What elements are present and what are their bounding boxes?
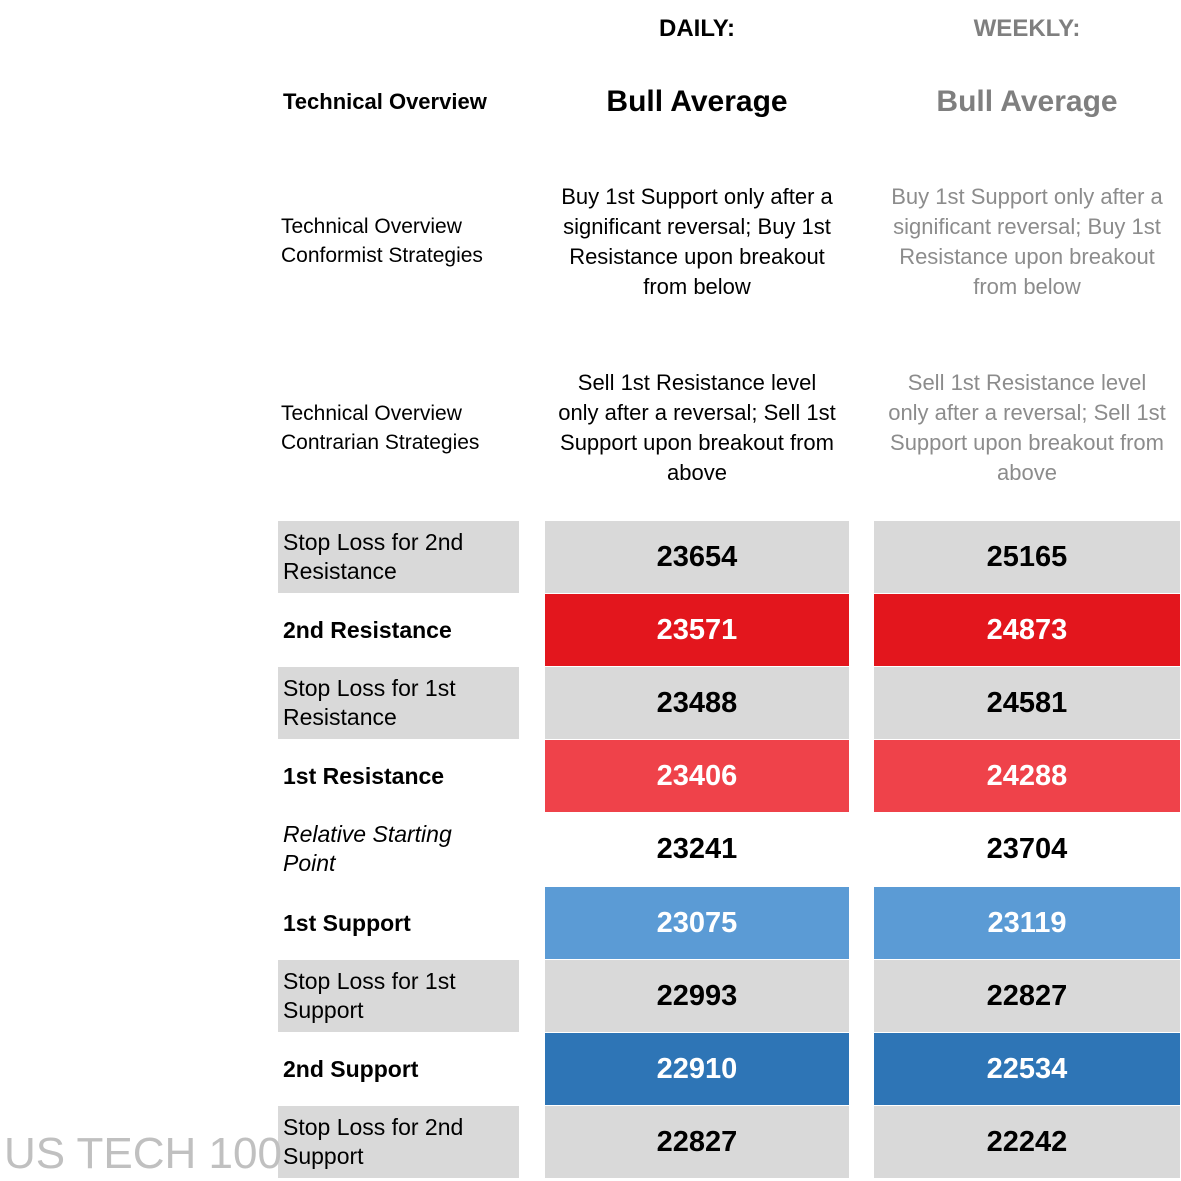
row-label-line: Point — [283, 850, 336, 876]
row-label-stop-loss-1st-support: Stop Loss for 1st Support — [278, 960, 519, 1032]
row-label-1st-resistance: 1st Resistance — [283, 762, 445, 789]
contrarian-label-line-1: Technical Overview — [281, 402, 462, 425]
strategy-line: Buy 1st Support only after a — [891, 184, 1163, 209]
row-label-relative-starting-point: Relative Starting Point — [278, 813, 519, 885]
row-label-1st-support: 1st Support — [283, 909, 411, 936]
strategy-line: above — [667, 460, 727, 485]
contrarian-label: Technical Overview Contrarian Strategies — [278, 399, 519, 457]
strategy-line: Resistance upon breakout — [569, 244, 825, 269]
weekly-stop-loss-2nd-support: 22242 — [874, 1106, 1180, 1178]
strategy-line: only after a reversal; Sell 1st — [888, 400, 1166, 425]
row-label-2nd-resistance: 2nd Resistance — [283, 616, 452, 643]
row-label-line: Resistance — [283, 558, 397, 584]
daily-stop-loss-2nd-support: 22827 — [545, 1106, 849, 1178]
row-label-line: Relative Starting — [283, 821, 452, 847]
weekly-1st-resistance: 24288 — [874, 740, 1180, 812]
contrarian-label-line-2: Contrarian Strategies — [281, 431, 480, 454]
daily-1st-support: 23075 — [545, 887, 849, 959]
weekly-contrarian-strategy: Sell 1st Resistance level only after a r… — [874, 368, 1180, 488]
weekly-1st-support: 23119 — [874, 887, 1180, 959]
weekly-header: WEEKLY: — [973, 15, 1081, 42]
row-label-stop-loss-1st-resistance: Stop Loss for 1st Resistance — [278, 667, 519, 739]
row-label-line: Stop Loss for 2nd — [283, 529, 464, 555]
weekly-2nd-support: 22534 — [874, 1033, 1180, 1105]
row-label-line: Stop Loss for 1st — [283, 968, 456, 994]
daily-contrarian-strategy: Sell 1st Resistance level only after a r… — [545, 368, 849, 488]
daily-2nd-support: 22910 — [545, 1033, 849, 1105]
daily-stop-loss-1st-support: 22993 — [545, 960, 849, 1032]
weekly-relative-starting-point: 23704 — [986, 832, 1068, 865]
conformist-label-line-2: Conformist Strategies — [281, 244, 483, 267]
conformist-label: Technical Overview Conformist Strategies — [278, 212, 519, 270]
strategy-line: Support upon breakout from — [560, 430, 834, 455]
daily-1st-resistance: 23406 — [545, 740, 849, 812]
row-label-line: Support — [283, 1143, 364, 1169]
technical-overview-label: Technical Overview — [283, 89, 487, 114]
row-label-stop-loss-2nd-resistance: Stop Loss for 2nd Resistance — [278, 521, 519, 593]
strategy-line: from below — [973, 274, 1081, 299]
weekly-bias: Bull Average — [936, 85, 1118, 118]
weekly-2nd-resistance: 24873 — [874, 594, 1180, 666]
instrument-watermark: US TECH 100 — [4, 1129, 282, 1178]
weekly-stop-loss-1st-resistance: 24581 — [874, 667, 1180, 739]
daily-header: DAILY: — [658, 15, 735, 42]
row-label-line: Stop Loss for 2nd — [283, 1114, 464, 1140]
strategy-line: significant reversal; Buy 1st — [893, 214, 1161, 239]
row-label-line: Support — [283, 997, 364, 1023]
daily-conformist-strategy: Buy 1st Support only after a significant… — [545, 182, 849, 302]
strategy-line: Support upon breakout from — [890, 430, 1164, 455]
strategy-line: Buy 1st Support only after a — [561, 184, 833, 209]
weekly-conformist-strategy: Buy 1st Support only after a significant… — [874, 182, 1180, 302]
strategy-line: Resistance upon breakout — [899, 244, 1155, 269]
strategy-line: only after a reversal; Sell 1st — [558, 400, 836, 425]
weekly-stop-loss-2nd-resistance: 25165 — [874, 521, 1180, 593]
strategy-line: Sell 1st Resistance level — [577, 370, 817, 395]
daily-2nd-resistance: 23571 — [545, 594, 849, 666]
row-label-stop-loss-2nd-support: Stop Loss for 2nd Support — [278, 1106, 519, 1178]
row-label-line: Stop Loss for 1st — [283, 675, 456, 701]
strategy-line: from below — [643, 274, 751, 299]
row-label-2nd-support: 2nd Support — [283, 1055, 419, 1082]
daily-bias: Bull Average — [606, 85, 788, 118]
daily-relative-starting-point: 23241 — [656, 832, 738, 865]
daily-stop-loss-2nd-resistance: 23654 — [545, 521, 849, 593]
row-label-line: Resistance — [283, 704, 397, 730]
conformist-label-line-1: Technical Overview — [281, 215, 462, 238]
strategy-line: Sell 1st Resistance level — [907, 370, 1147, 395]
weekly-stop-loss-1st-support: 22827 — [874, 960, 1180, 1032]
strategy-line: significant reversal; Buy 1st — [563, 214, 831, 239]
strategy-line: above — [997, 460, 1057, 485]
daily-stop-loss-1st-resistance: 23488 — [545, 667, 849, 739]
